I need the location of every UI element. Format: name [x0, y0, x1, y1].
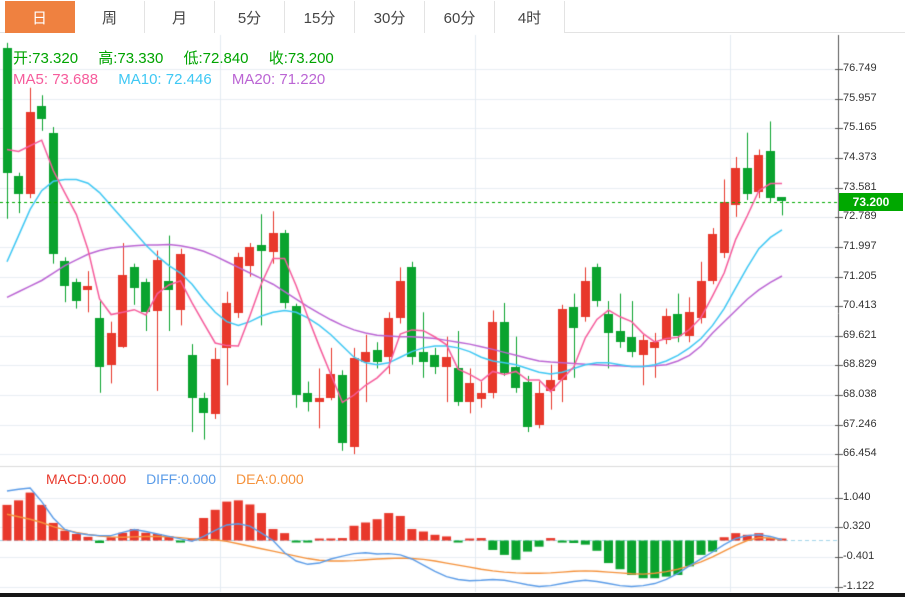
high-label: 高:: [98, 50, 118, 67]
macd-value-readout: MACD:0.000: [46, 471, 126, 487]
price-axis-label: 73.581: [843, 180, 877, 193]
close-readout: 收:73.200: [269, 50, 334, 67]
dea-value-readout: DEA:0.000: [236, 471, 304, 487]
tab-4时[interactable]: 4时: [495, 1, 565, 33]
open-readout: 开:73.320: [13, 50, 78, 67]
macd-axis-label: -1.122: [843, 579, 875, 592]
price-axis-label: 68.829: [843, 358, 877, 371]
tab-60分[interactable]: 60分: [425, 1, 495, 33]
open-value: 73.320: [32, 50, 79, 67]
price-axis-label: 69.621: [843, 328, 877, 341]
window-bottom-edge: [0, 593, 905, 597]
high-value: 73.330: [117, 50, 164, 67]
macd-readout: MACD:0.000 DIFF:0.000 DEA:0.000: [46, 471, 320, 487]
ohlc-readout: 开:73.320 高:73.330 低:72.840 收:73.200: [13, 47, 350, 68]
low-readout: 低:72.840: [183, 50, 248, 67]
price-axis-label: 68.038: [843, 388, 877, 401]
ma20-readout: MA20: 71.220: [232, 71, 325, 88]
dea-value: 0.000: [268, 471, 304, 487]
tab-5分[interactable]: 5分: [215, 1, 285, 33]
macd-axis-label: 1.040: [843, 490, 871, 503]
ma10-readout: MA10: 72.446: [118, 71, 211, 88]
price-axis-label: 71.997: [843, 239, 877, 252]
tab-30分[interactable]: 30分: [355, 1, 425, 33]
tab-15分[interactable]: 15分: [285, 1, 355, 33]
ma5-readout: MA5: 73.688: [13, 71, 98, 88]
price-axis-label: 66.454: [843, 447, 877, 460]
price-axis-label: 75.165: [843, 121, 877, 134]
diff-value: 0.000: [181, 471, 217, 487]
price-axis-label: 76.749: [843, 62, 877, 75]
price-axis-label: 74.373: [843, 151, 877, 163]
low-label: 低:: [183, 50, 203, 67]
ma10-label: MA10:: [118, 71, 166, 88]
price-axis-label: 70.413: [843, 299, 877, 312]
ma-readout: MA5: 73.688 MA10: 72.446 MA20: 71.220: [13, 71, 341, 88]
macd-value: 0.000: [91, 471, 127, 487]
diff-label: DIFF:: [146, 471, 182, 487]
low-value: 72.840: [202, 50, 249, 67]
tab-日[interactable]: 日: [5, 1, 75, 33]
price-axis-label: 75.957: [843, 91, 877, 104]
price-axis-label: 72.789: [843, 210, 877, 223]
ma5-value: 73.688: [52, 71, 99, 88]
close-value: 73.200: [287, 50, 334, 67]
tab-bar: 日周月 5分 15分 30分 60分 4时: [0, 0, 905, 33]
price-axis-label: 71.205: [843, 269, 877, 282]
macd-axis-label: 0.320: [843, 520, 871, 533]
macd-axis-label: -0.401: [843, 549, 875, 562]
ma20-label: MA20:: [231, 71, 280, 88]
dea-label: DEA:: [236, 471, 269, 487]
ma20-value: 71.220: [279, 71, 326, 88]
ma10-value: 72.446: [165, 71, 212, 88]
last-price-tag: 73.200: [839, 192, 903, 211]
open-label: 开:: [13, 50, 33, 67]
close-label: 收:: [268, 50, 288, 67]
ma5-label: MA5:: [13, 71, 53, 88]
macd-label: MACD:: [46, 471, 92, 487]
tab-周[interactable]: 周: [75, 1, 145, 33]
tab-月[interactable]: 月: [145, 1, 215, 33]
price-axis-label: 67.246: [843, 417, 877, 430]
diff-value-readout: DIFF:0.000: [146, 471, 216, 487]
high-readout: 高:73.330: [98, 50, 163, 67]
